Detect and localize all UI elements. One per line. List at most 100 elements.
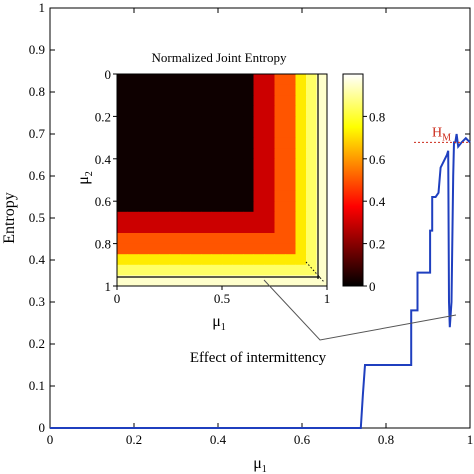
heatmap-cell xyxy=(127,105,139,117)
heatmap-cell xyxy=(159,127,170,138)
heatmap-cell xyxy=(295,264,307,276)
heatmap-cell xyxy=(148,137,160,149)
heatmap-cell xyxy=(190,275,202,287)
heatmap-cell xyxy=(190,243,202,255)
heatmap-cell xyxy=(222,264,233,276)
heatmap-cell xyxy=(306,264,317,276)
heatmap-cell xyxy=(264,169,275,181)
heatmap-cell xyxy=(306,190,317,202)
heatmap-cell xyxy=(211,169,223,181)
heatmap-cell xyxy=(243,233,254,244)
heatmap-cell xyxy=(253,211,265,223)
heatmap-cell xyxy=(117,211,128,223)
heatmap-cell xyxy=(117,254,128,266)
heatmap-cell xyxy=(253,254,265,266)
heatmap-cell xyxy=(285,264,296,276)
heatmap-cell xyxy=(285,116,296,128)
heatmap-cell xyxy=(253,84,265,96)
inset-y-axis-label: μ2 xyxy=(75,171,95,185)
main-y-tick-label: 0.6 xyxy=(29,168,46,183)
heatmap-cell xyxy=(117,233,128,244)
heatmap-cell xyxy=(159,148,170,160)
heatmap-cell xyxy=(274,105,286,117)
heatmap-cell xyxy=(253,233,265,244)
heatmap-cell xyxy=(190,180,202,191)
heatmap-cell xyxy=(117,275,128,287)
heatmap-cell xyxy=(295,190,307,202)
heatmap-cell xyxy=(127,148,139,160)
heatmap-cell xyxy=(222,84,233,96)
heatmap-cell xyxy=(295,201,307,213)
heatmap-cell xyxy=(117,169,128,181)
heatmap-cell xyxy=(138,233,149,244)
heatmap-cell xyxy=(264,264,275,276)
heatmap-cell xyxy=(127,116,139,128)
heatmap-cell xyxy=(285,127,296,138)
heatmap-cell xyxy=(285,148,296,160)
heatmap-cell xyxy=(148,169,160,181)
heatmap-cell xyxy=(253,275,265,287)
heatmap-cell xyxy=(222,275,233,287)
heatmap-cell xyxy=(148,74,160,85)
heatmap-cell xyxy=(169,74,181,85)
heatmap-cell xyxy=(117,201,128,213)
heatmap-cell xyxy=(232,275,244,287)
inset-x-axis: 0 0.5 1 xyxy=(114,286,330,306)
heatmap-cell xyxy=(243,264,254,276)
heatmap-cell xyxy=(138,105,149,117)
heatmap-cell xyxy=(295,233,307,244)
heatmap-cell xyxy=(138,190,149,202)
main-y-tick-label: 0.2 xyxy=(29,336,45,351)
heatmap-cell xyxy=(285,201,296,213)
heatmap-cell xyxy=(201,95,212,107)
colorbar-tick-label: 0.8 xyxy=(369,109,385,124)
heatmap-cell xyxy=(306,222,317,234)
heatmap-cell xyxy=(295,116,307,128)
heatmap-cell xyxy=(264,180,275,191)
heatmap-cell xyxy=(274,254,286,266)
heatmap-cell xyxy=(211,137,223,149)
heatmap-cell xyxy=(190,264,202,276)
heatmap-cell xyxy=(148,222,160,234)
heatmap-cell xyxy=(222,116,233,128)
heatmap-cell xyxy=(127,254,139,266)
inset-heatmap: Normalized Joint Entropy 0 0.5 1 00.20.40.… xyxy=(75,50,386,333)
heatmap-cell xyxy=(117,264,128,276)
heatmap-cell xyxy=(222,254,233,266)
heatmap-cell xyxy=(190,211,202,223)
heatmap-cell xyxy=(316,190,328,202)
heatmap-cell xyxy=(127,190,139,202)
main-y-tick-label: 0 xyxy=(39,420,46,435)
heatmap-cell xyxy=(127,158,139,170)
heatmap-cell xyxy=(180,148,191,160)
heatmap-cell xyxy=(316,275,328,287)
main-x-tick-label: 0.6 xyxy=(294,432,311,447)
heatmap-cell xyxy=(295,137,307,149)
heatmap-cell xyxy=(232,169,244,181)
inset-y-axis: 0 0.2 0.4 0.6 0.8 1 xyxy=(95,67,117,294)
heatmap-cell xyxy=(201,222,212,234)
heatmap-cell xyxy=(190,148,202,160)
heatmap-cell xyxy=(148,275,160,287)
heatmap-cell xyxy=(306,275,317,287)
heatmap-cell xyxy=(138,201,149,213)
heatmap-cell xyxy=(295,222,307,234)
heatmap-cell xyxy=(138,137,149,149)
heatmap-cell xyxy=(190,233,202,244)
heatmap-cell xyxy=(306,158,317,170)
heatmap-cell xyxy=(127,243,139,255)
heatmap-cell xyxy=(274,233,286,244)
heatmap-cell xyxy=(180,84,191,96)
heatmap-cell xyxy=(274,74,286,85)
heatmap-cell xyxy=(316,254,328,266)
heatmap-cell xyxy=(127,137,139,149)
heatmap-cell xyxy=(180,169,191,181)
heatmap-cell xyxy=(148,105,160,117)
heatmap-cell xyxy=(295,127,307,138)
heatmap-cell xyxy=(127,275,139,287)
heatmap-cell xyxy=(316,233,328,244)
heatmap-cell xyxy=(306,201,317,213)
heatmap-cell xyxy=(306,84,317,96)
colorbar xyxy=(342,73,364,287)
main-x-tick-label: 0.4 xyxy=(210,432,227,447)
